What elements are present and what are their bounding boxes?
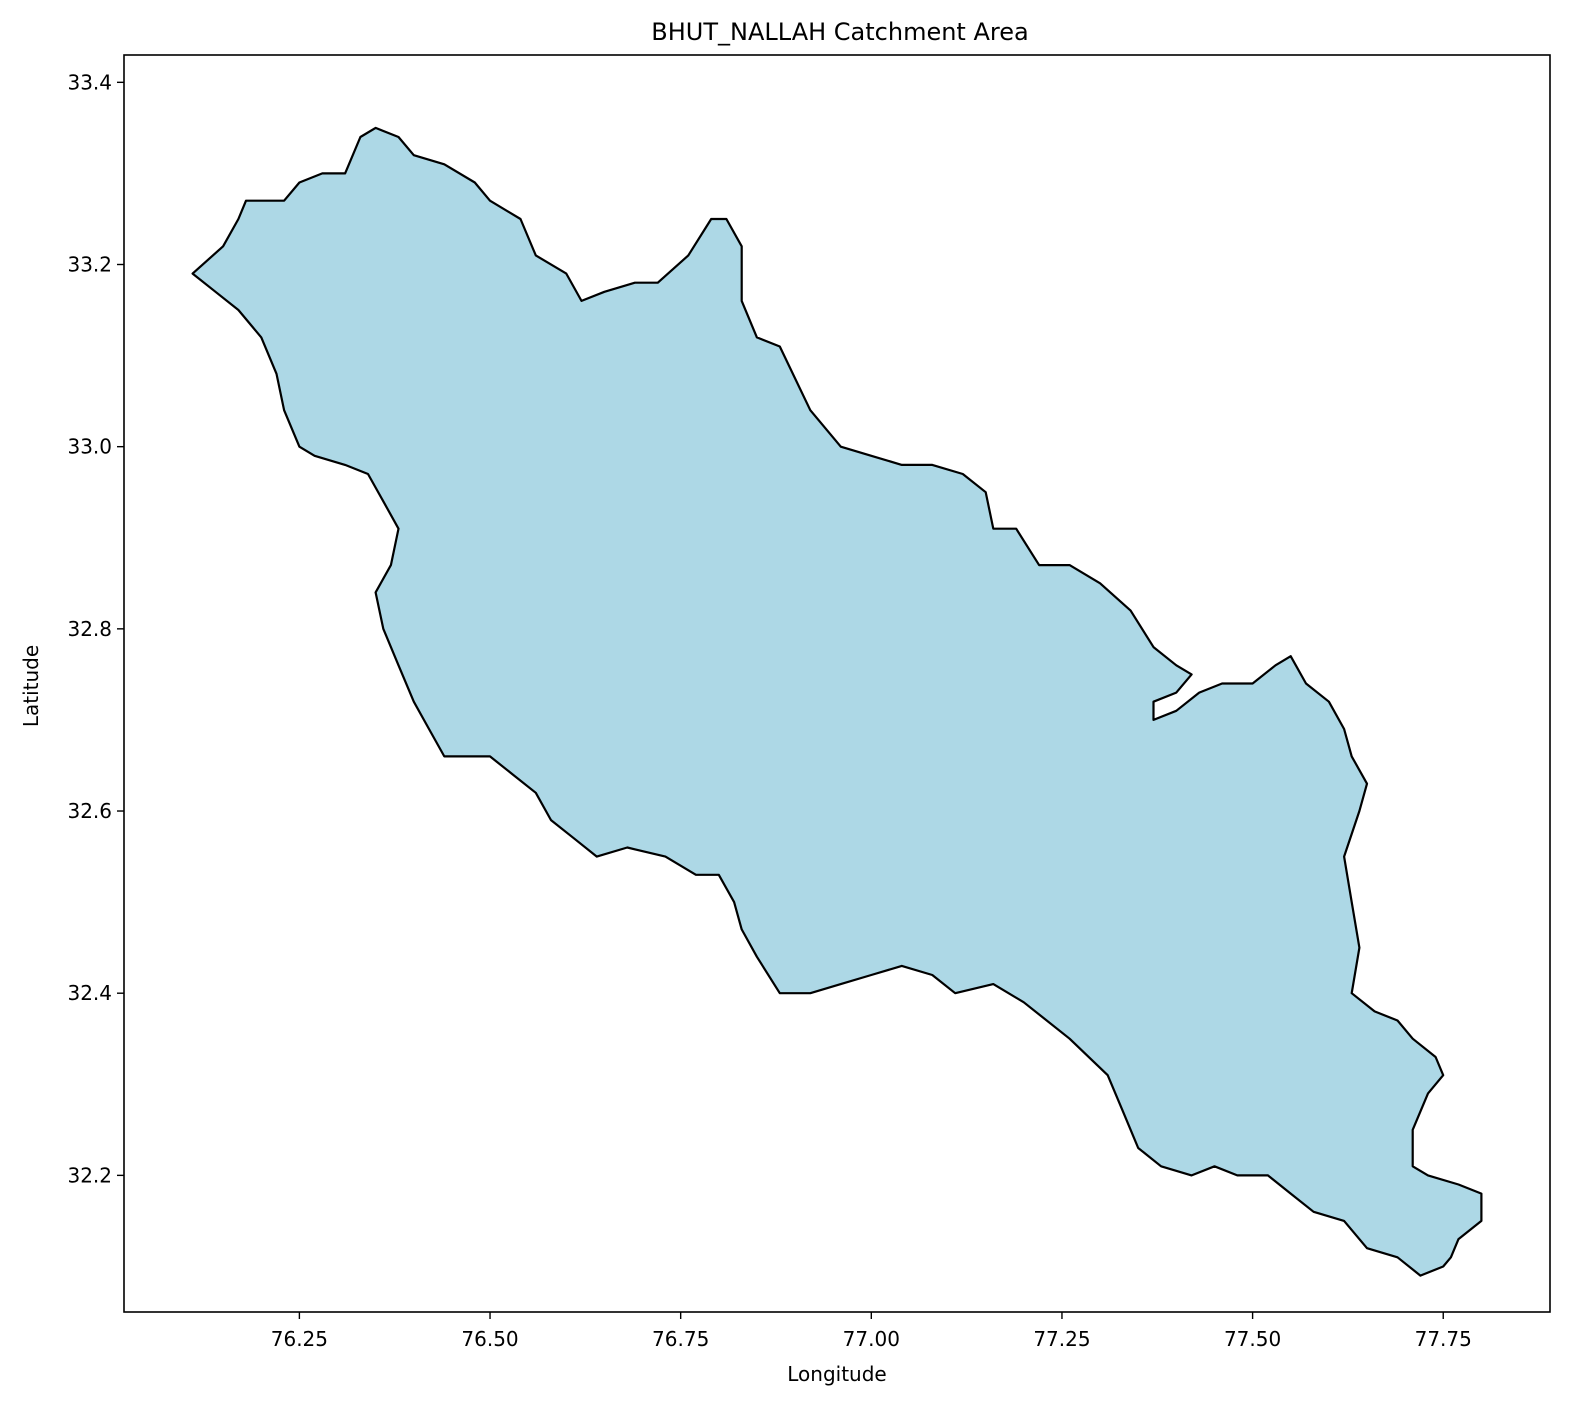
x-axis: 76.25 76.50 76.75 77.00 77.25 77.50 77.75 (271, 1312, 1472, 1351)
plot-area (191, 126, 1483, 1277)
y-tick-label: 32.6 (67, 799, 112, 823)
catchment-polygon (191, 126, 1483, 1277)
x-tick-label: 77.50 (1224, 1327, 1281, 1351)
x-tick-label: 76.50 (461, 1327, 518, 1351)
x-tick-label: 77.00 (843, 1327, 900, 1351)
x-tick-label: 76.25 (271, 1327, 328, 1351)
y-tick-label: 33.2 (67, 253, 112, 277)
y-tick-label: 32.4 (67, 981, 112, 1005)
y-tick-label: 32.2 (67, 1163, 112, 1187)
y-axis: 32.2 32.4 32.6 32.8 33.0 33.2 33.4 (67, 70, 124, 1187)
y-tick-label: 33.4 (67, 70, 112, 94)
x-tick-label: 77.25 (1033, 1327, 1090, 1351)
chart-title: BHUT_NALLAH Catchment Area (651, 18, 1028, 46)
x-tick-label: 77.75 (1415, 1327, 1472, 1351)
y-axis-title: Latitude (19, 645, 43, 727)
x-tick-label: 76.75 (652, 1327, 709, 1351)
axes-frame (123, 54, 1551, 1313)
y-tick-label: 33.0 (67, 435, 112, 459)
x-axis-title: Longitude (787, 1362, 886, 1386)
y-tick-label: 32.8 (67, 617, 112, 641)
